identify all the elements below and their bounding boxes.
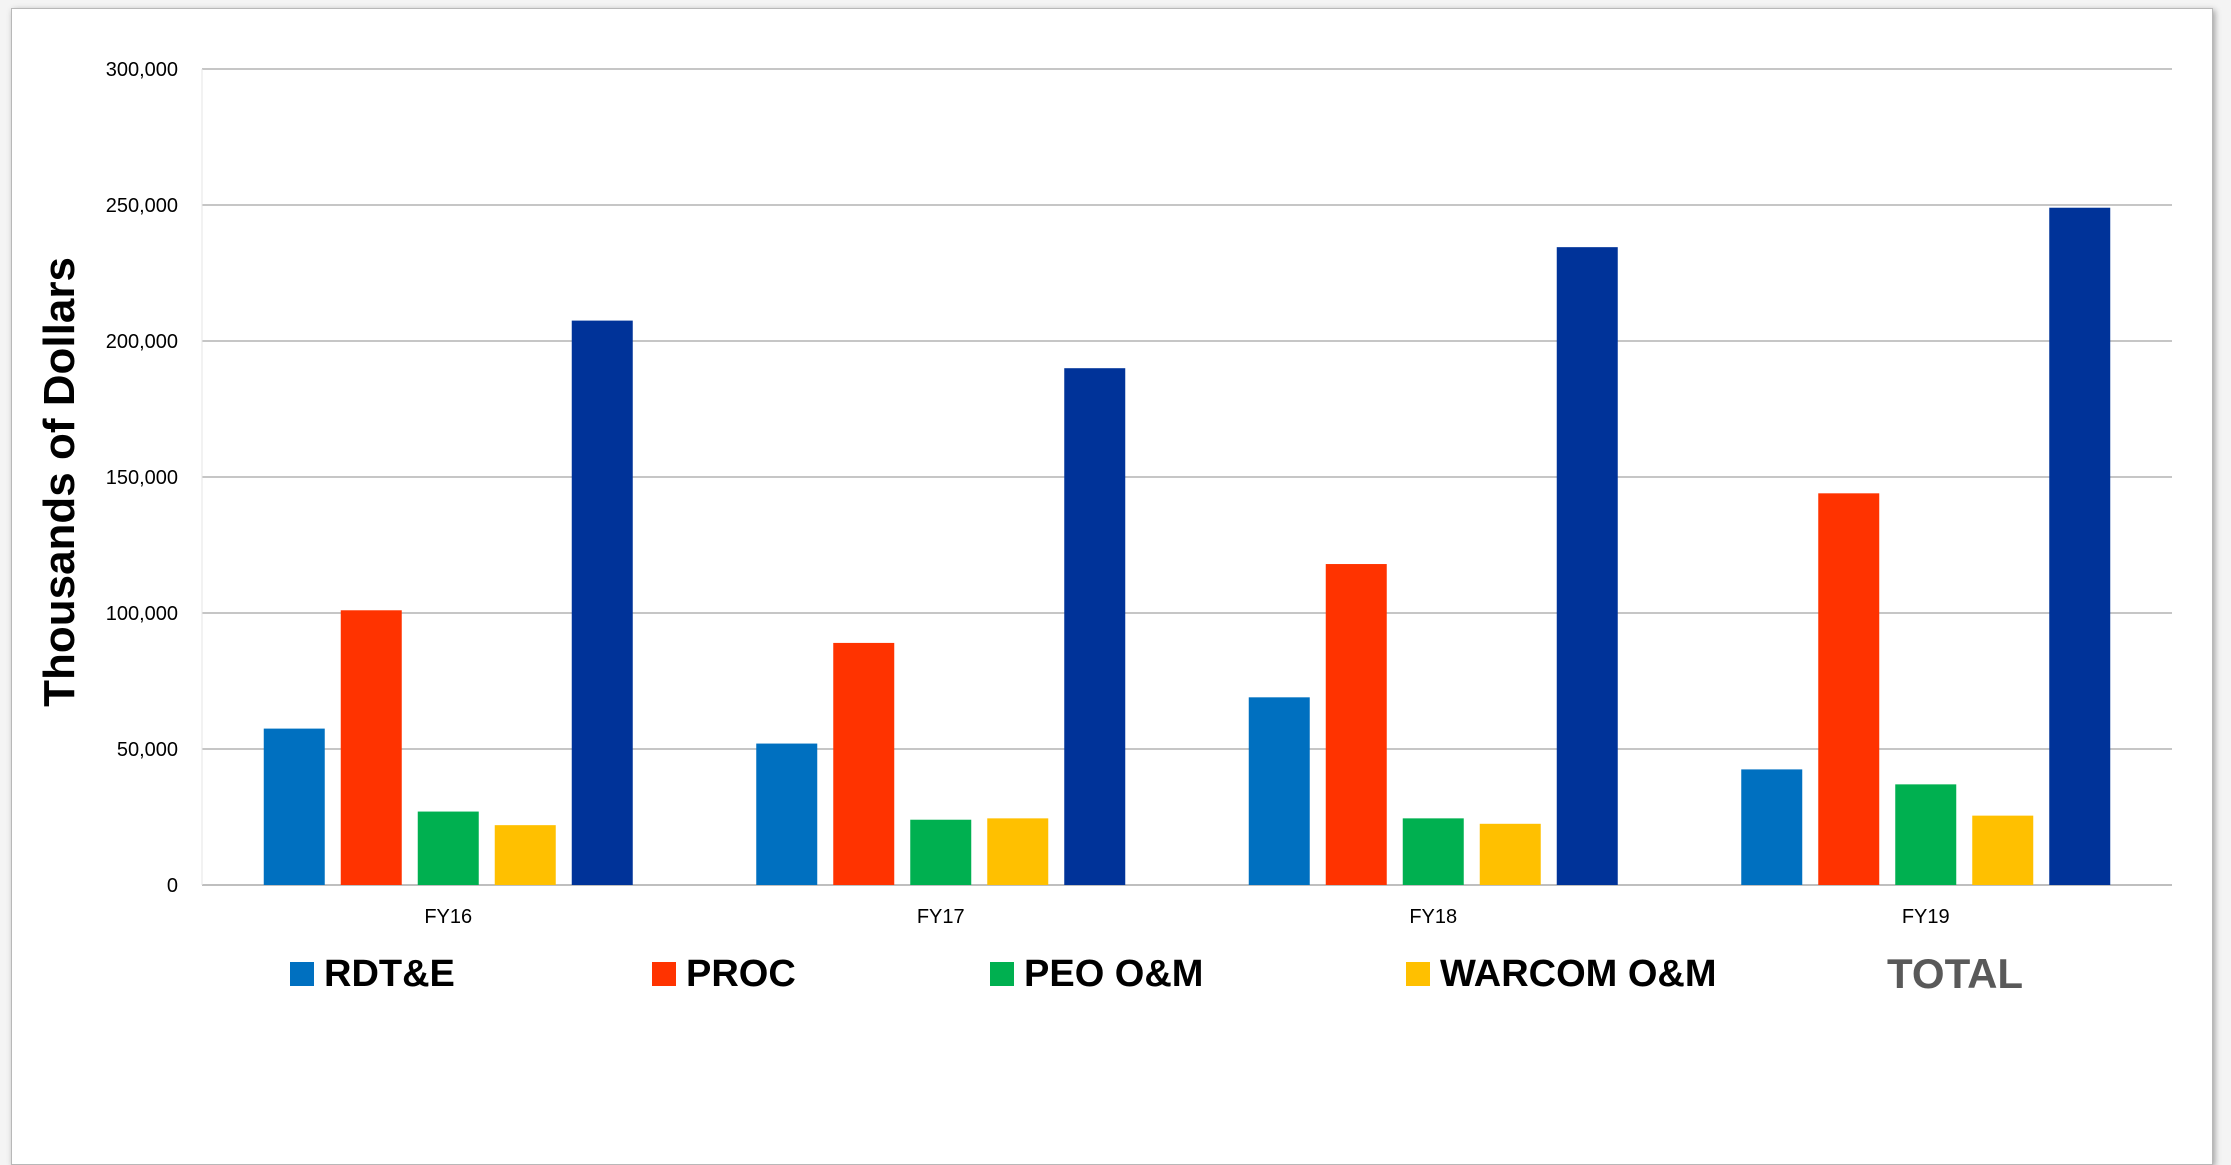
bar-proc-fy16 — [340, 610, 402, 885]
x-tick-label: FY17 — [917, 906, 965, 928]
bar-proc-fy19 — [1818, 493, 1880, 885]
legend-label-total: TOTAL — [1887, 950, 2023, 997]
labels: 0 50,000 100,000 150,000 200,000 250,000 300,0… — [35, 59, 1950, 928]
bar-total-fy17 — [1064, 368, 1126, 885]
legend-label-peo-o-m: PEO O&M — [1024, 953, 1203, 995]
y-tick-label: 50,000 — [117, 739, 178, 761]
bars — [263, 207, 2111, 886]
chart-frame: 0 50,000 100,000 150,000 200,000 250,000 300,0… — [11, 8, 2213, 1165]
legend-swatch-proc — [652, 962, 676, 986]
bar-total-fy16 — [571, 320, 633, 886]
y-tick-label: 200,000 — [106, 331, 178, 353]
bar-warcom-o-m-fy19 — [1972, 815, 2034, 885]
legend-label-rdt-e: RDT&E — [324, 953, 455, 995]
y-tick-label: 250,000 — [106, 195, 178, 217]
legend-swatch-warcom-o-m — [1406, 962, 1430, 986]
y-tick-label: 150,000 — [106, 467, 178, 489]
legend-label-warcom-o-m: WARCOM O&M — [1440, 953, 1717, 995]
bar-proc-fy17 — [833, 642, 895, 885]
y-tick-label: 300,000 — [106, 59, 178, 81]
bar-peo-o-m-fy18 — [1402, 818, 1464, 885]
bar-peo-o-m-fy17 — [910, 819, 972, 885]
legend-label-proc: PROC — [686, 953, 796, 995]
bar-rdt-e-fy19 — [1741, 769, 1803, 885]
bar-peo-o-m-fy16 — [417, 811, 479, 885]
y-tick-label: 100,000 — [106, 603, 178, 625]
legend-swatch-rdt-e — [290, 962, 314, 986]
legend: RDT&E PROC PEO O&M WARCOM O&M TOTAL — [290, 950, 2023, 997]
bar-warcom-o-m-fy17 — [987, 818, 1049, 885]
legend-swatch-peo-o-m — [990, 962, 1014, 986]
x-tick-label: FY16 — [424, 906, 472, 928]
y-tick-label: 0 — [167, 875, 178, 897]
y-axis-title: Thousands of Dollars — [35, 257, 84, 707]
bar-peo-o-m-fy19 — [1895, 784, 1957, 885]
x-tick-label: FY18 — [1409, 906, 1457, 928]
bar-total-fy18 — [1556, 247, 1618, 885]
x-tick-label: FY19 — [1902, 906, 1950, 928]
bar-chart: 0 50,000 100,000 150,000 200,000 250,000 300,0… — [35, 59, 2172, 997]
bar-warcom-o-m-fy18 — [1479, 823, 1541, 885]
bar-total-fy19 — [2049, 207, 2111, 886]
bar-rdt-e-fy18 — [1248, 697, 1310, 885]
bar-rdt-e-fy17 — [756, 743, 818, 885]
bar-rdt-e-fy16 — [263, 728, 325, 885]
bar-warcom-o-m-fy16 — [494, 825, 556, 885]
bar-proc-fy18 — [1325, 564, 1387, 885]
